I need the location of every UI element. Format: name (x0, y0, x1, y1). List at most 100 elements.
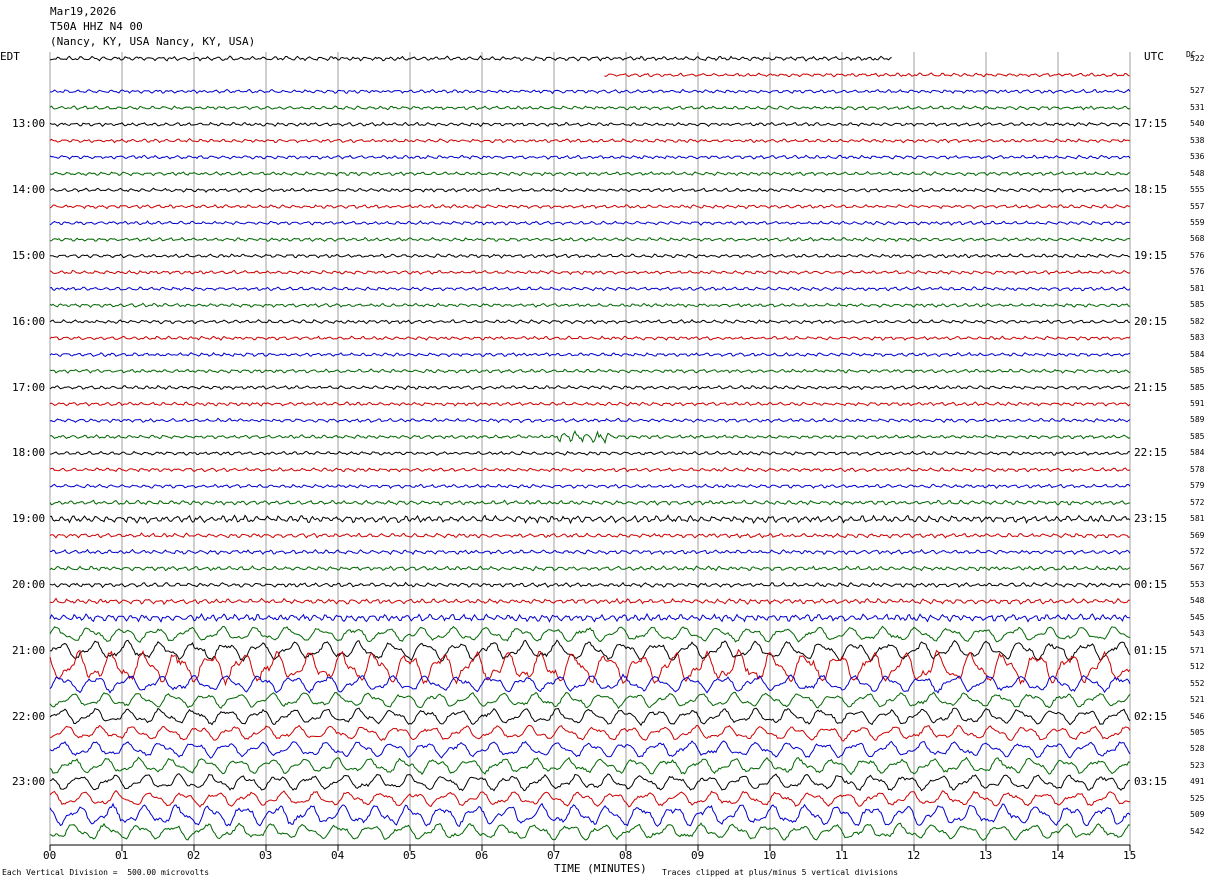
left-hour-label: 13:00 (12, 117, 46, 131)
x-tick-label: 15 (1123, 849, 1137, 862)
seismic-trace (49, 55, 892, 62)
dc-offset-label: 548 (1190, 596, 1205, 606)
x-tick-label: 05 (403, 849, 417, 862)
dc-offset-label: 559 (1190, 218, 1205, 227)
seismic-trace (49, 204, 1131, 210)
dc-offset-label: 578 (1190, 464, 1205, 474)
seismic-trace (49, 138, 1131, 144)
dc-offset-label: 585 (1190, 382, 1205, 392)
seismic-trace (49, 187, 1131, 193)
dc-offset-label: 572 (1190, 497, 1205, 507)
dc-offset-label: 543 (1190, 629, 1205, 639)
seismic-trace (49, 105, 1131, 111)
right-hour-label: 03:15 (1134, 775, 1168, 789)
seismic-trace (49, 154, 1131, 160)
seismic-trace (49, 450, 1131, 456)
scale-note: Each Vertical Division = 500.00 microvol… (2, 868, 210, 877)
seismic-trace (49, 612, 1130, 623)
dc-offset-label: 571 (1190, 645, 1205, 655)
dc-offset-label: 505 (1190, 727, 1205, 737)
dc-offset-label: 531 (1190, 102, 1205, 112)
seismic-trace (49, 673, 1131, 694)
x-tick-label: 08 (619, 849, 633, 862)
dc-offset-label: 583 (1190, 333, 1205, 343)
right-timezone-label: UTC (1144, 50, 1164, 63)
right-hour-label: 23:15 (1134, 512, 1168, 526)
x-tick-label: 03 (259, 849, 273, 862)
x-tick-label: 10 (763, 849, 777, 862)
right-hour-label: 20:15 (1134, 314, 1168, 328)
dc-offset-label: 545 (1190, 612, 1205, 622)
dc-offset-label: 546 (1190, 711, 1205, 721)
dc-offset-label: 525 (1190, 793, 1205, 803)
seismic-trace (49, 707, 1131, 727)
dc-offset-label: 585 (1190, 431, 1205, 441)
seismic-trace (49, 302, 1131, 309)
seismic-trace (49, 430, 1131, 445)
x-tick-label: 14 (1051, 849, 1065, 862)
dc-offset-label: 538 (1190, 135, 1205, 145)
x-tick-label: 13 (979, 849, 993, 862)
left-hour-label: 19:00 (12, 512, 46, 526)
x-tick-label: 07 (547, 849, 561, 862)
seismic-trace (49, 220, 1131, 226)
dc-offset-label: 555 (1190, 185, 1205, 195)
dc-offset-label: 585 (1190, 366, 1205, 376)
seismic-trace (49, 822, 1131, 842)
seismic-trace (49, 467, 1131, 473)
x-tick-label: 06 (475, 849, 489, 862)
seismic-trace (49, 319, 1131, 325)
dc-offset-label: 528 (1190, 744, 1205, 754)
location-label: (Nancy, KY, USA Nancy, KY, USA) (50, 35, 256, 48)
seismic-trace (49, 253, 1131, 259)
dc-offset-label: 542 (1190, 826, 1205, 836)
seismic-trace (49, 121, 1131, 128)
right-hour-label: 19:15 (1134, 248, 1168, 262)
left-hour-label: 15:00 (12, 248, 46, 262)
date-label: Mar19,2026 (50, 5, 117, 18)
seismic-trace (49, 548, 1131, 556)
dc-offset-label: 572 (1190, 547, 1205, 556)
dc-label: DC (1186, 50, 1196, 59)
x-tick-label: 00 (43, 849, 57, 862)
dc-offset-label: 553 (1190, 579, 1205, 589)
left-hour-label: 20:00 (12, 577, 46, 591)
seismic-trace (50, 236, 1131, 242)
dc-offset-label: 527 (1190, 86, 1205, 96)
right-hour-label: 22:15 (1134, 446, 1168, 460)
seismic-trace (49, 335, 1131, 341)
seismic-trace (49, 802, 1131, 827)
left-hour-label: 17:00 (12, 380, 46, 394)
seismic-trace (49, 171, 1131, 177)
right-hour-label: 18:15 (1134, 183, 1168, 197)
left-hour-label: 23:00 (12, 775, 46, 789)
seismic-trace (49, 773, 1131, 792)
seismic-trace (49, 286, 1131, 292)
seismic-trace (49, 691, 1131, 710)
seismic-trace (49, 648, 1131, 687)
dc-offset-label: 522 (1190, 53, 1205, 63)
x-tick-label: 04 (331, 849, 345, 862)
seismic-trace (604, 72, 1130, 78)
right-hour-label: 02:15 (1134, 709, 1168, 723)
dc-offset-label: 569 (1190, 530, 1205, 540)
x-tick-label: 01 (115, 849, 129, 862)
left-hour-label: 18:00 (12, 446, 46, 460)
seismic-trace (49, 597, 1131, 605)
x-tick-label: 11 (835, 849, 849, 862)
dc-offset-label: 579 (1190, 481, 1205, 491)
dc-offset-label: 548 (1190, 168, 1205, 178)
right-hour-label: 01:15 (1134, 643, 1168, 657)
x-tick-label: 12 (907, 849, 921, 862)
seismic-trace (49, 368, 1131, 374)
left-hour-label: 21:00 (12, 643, 46, 657)
left-hour-label: 22:00 (12, 709, 46, 723)
dc-offset-label: 584 (1190, 349, 1205, 359)
dc-offset-label: 591 (1190, 398, 1205, 408)
seismic-trace (49, 532, 1131, 539)
seismic-trace (49, 790, 1131, 808)
dc-offset-label: 589 (1190, 415, 1205, 425)
seismic-trace (49, 639, 1131, 662)
dc-offset-label: 584 (1190, 448, 1205, 458)
dc-offset-label: 512 (1190, 662, 1205, 672)
